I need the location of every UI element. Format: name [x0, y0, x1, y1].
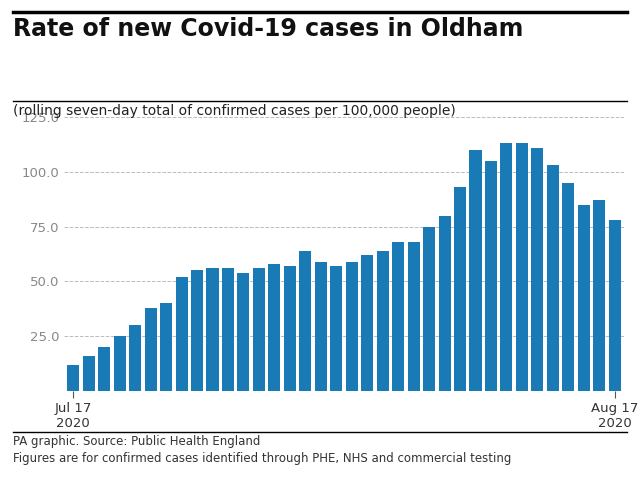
Bar — [578, 205, 590, 391]
Bar — [207, 268, 218, 391]
Bar — [609, 220, 621, 391]
Bar — [315, 262, 327, 391]
Bar — [470, 150, 481, 391]
Text: Rate of new Covid-19 cases in Oldham: Rate of new Covid-19 cases in Oldham — [13, 17, 523, 41]
Text: PA graphic. Source: Public Health England: PA graphic. Source: Public Health Englan… — [13, 435, 260, 448]
Bar — [377, 251, 388, 391]
Bar — [485, 161, 497, 391]
Bar — [454, 187, 466, 391]
Text: Figures are for confirmed cases identified through PHE, NHS and commercial testi: Figures are for confirmed cases identifi… — [13, 452, 511, 465]
Bar — [175, 277, 188, 391]
Bar — [500, 143, 513, 391]
Bar — [268, 264, 280, 391]
Bar — [67, 365, 79, 391]
Bar — [593, 200, 605, 391]
Bar — [547, 165, 559, 391]
Bar — [330, 266, 342, 391]
Bar — [160, 303, 172, 391]
Bar — [284, 266, 296, 391]
Bar — [145, 308, 157, 391]
Bar — [531, 147, 543, 391]
Bar — [237, 273, 250, 391]
Bar — [346, 262, 358, 391]
Bar — [129, 326, 141, 391]
Bar — [83, 356, 95, 391]
Bar — [253, 268, 265, 391]
Bar — [408, 242, 420, 391]
Bar — [563, 183, 574, 391]
Bar — [516, 143, 528, 391]
Text: (rolling seven-day total of confirmed cases per 100,000 people): (rolling seven-day total of confirmed ca… — [13, 104, 456, 118]
Bar — [392, 242, 404, 391]
Bar — [98, 347, 110, 391]
Bar — [222, 268, 234, 391]
Bar — [114, 336, 125, 391]
Bar — [423, 227, 435, 391]
Bar — [300, 251, 311, 391]
Bar — [191, 270, 203, 391]
Bar — [438, 215, 451, 391]
Bar — [361, 255, 373, 391]
